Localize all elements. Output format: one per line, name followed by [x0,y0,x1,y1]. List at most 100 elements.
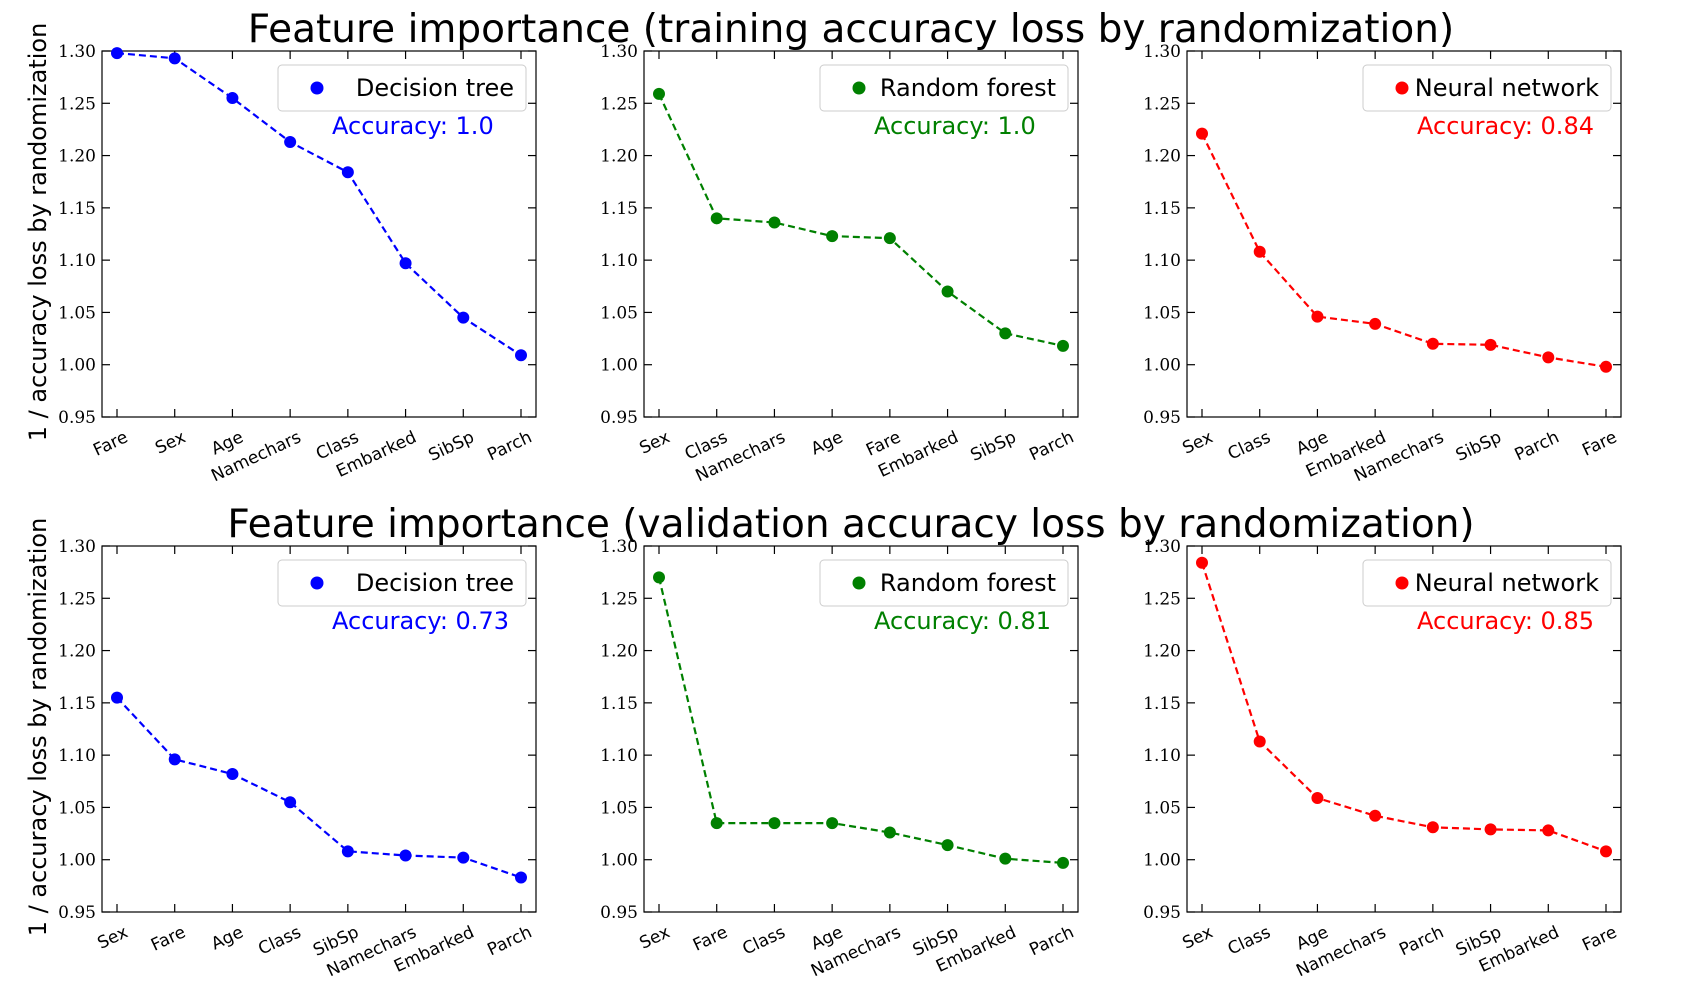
data-point-class [341,166,354,179]
data-point-namechars [1426,337,1439,350]
legend-label: Neural network [1415,569,1599,597]
accuracy-annotation: Accuracy: 0.85 [1417,607,1594,635]
data-point-embarked [1542,824,1555,837]
x-tick-label-age: Age [808,427,846,459]
data-point-fare [1600,360,1612,373]
y-tick-label: 1.00 [600,356,638,376]
data-point-namechars [883,826,896,839]
y-tick-label: 1.20 [58,642,96,662]
y-tick-label: 1.15 [58,694,96,714]
y-axis-label-bottom: 1 / accuracy loss by randomization [24,518,52,937]
legend-box [819,559,1069,607]
y-tick-label: 1.30 [1143,537,1181,557]
x-tick-label-parch: Parch [484,922,535,960]
legend-marker [310,576,324,590]
accuracy-annotation: Accuracy: 1.0 [332,112,494,140]
y-tick-label: 1.20 [1143,642,1181,662]
data-point-class [710,212,723,225]
data-point-sibsp [341,845,354,858]
panel-training-decision-tree: 0.95 1.00 1.05 1.10 1.15 1.20 1.25 1.30 Fare Sex A… [58,42,537,486]
data-point-class [284,796,297,809]
x-tick-label-fare: Fare [1579,427,1620,460]
legend-box [277,559,527,607]
x-tick-label-fare: Fare [1579,922,1620,955]
series-line-decision-tree [116,52,522,357]
legend-marker [852,576,866,590]
data-point-sibsp [1484,823,1497,836]
y-tick-label: 0.95 [1143,903,1181,923]
data-point-age [226,767,239,780]
series-line-decision-tree [116,696,522,879]
legend-box [1362,559,1612,607]
accuracy-annotation: Accuracy: 0.81 [874,607,1051,635]
series-line-neural-network [1201,133,1607,368]
legend-marker [310,81,324,95]
data-point-age [1311,310,1324,323]
y-tick-label: 1.30 [1143,42,1181,62]
data-point-embarked [999,852,1012,865]
x-tick-label-sex: Sex [1180,922,1217,953]
legend-marker [1395,576,1409,590]
x-tick-label-fare: Fare [148,922,189,955]
x-tick-label-sex: Sex [637,427,674,458]
y-tick-label: 1.05 [58,798,96,818]
legend-label: Decision tree [356,569,514,597]
data-point-namechars [284,135,297,148]
x-tick-label-sibsp: SibSp [426,427,478,465]
data-point-namechars [399,849,412,862]
x-tick-label-parch: Parch [1396,922,1447,960]
data-point-sex [653,571,665,584]
data-point-fare [168,753,181,766]
legend-box [277,64,527,112]
accuracy-annotation: Accuracy: 1.0 [874,112,1036,140]
y-tick-label: 1.00 [58,851,96,871]
axes-frame [643,545,1079,913]
legend-box [819,64,1069,112]
y-tick-label: 1.30 [600,537,638,557]
x-tick-label-class: Class [255,922,304,959]
y-tick-label: 1.20 [600,147,638,167]
data-point-sex [168,52,181,65]
series-line-random-forest [657,577,1064,864]
legend-label: Random forest [880,74,1056,102]
y-tick-label: 0.95 [1143,408,1181,428]
x-tick-label-parch: Parch [484,427,535,465]
y-tick-label: 1.05 [1143,303,1181,323]
y-axis-label-top: 1 / accuracy loss by randomization [24,23,52,442]
x-tick-label-fare: Fare [90,427,131,460]
y-tick-label: 1.00 [1143,356,1181,376]
data-point-parch [1426,821,1439,834]
y-tick-label: 1.15 [58,199,96,219]
legend-marker [1395,81,1409,95]
panel-validation-random-forest: 0.95 1.00 1.05 1.10 1.15 1.20 1.25 1.30 Sex Fare C… [600,537,1079,981]
y-tick-label: 1.05 [600,798,638,818]
data-point-embarked [941,285,954,298]
y-tick-label: 1.20 [1143,147,1181,167]
x-tick-label-sex: Sex [152,427,189,458]
axes-frame [101,50,537,418]
data-point-age [826,230,839,243]
y-tick-label: 1.15 [600,199,638,219]
data-point-embarked [399,257,412,270]
data-point-embarked [1369,317,1382,330]
axes-frame [643,50,1079,418]
y-tick-label: 1.25 [600,589,638,609]
data-point-namechars [1369,809,1382,822]
data-point-sibsp [999,327,1012,340]
x-tick-label-sex: Sex [637,922,674,953]
y-tick-label: 1.10 [600,251,638,271]
y-tick-label: 1.05 [600,303,638,323]
y-tick-label: 1.05 [58,303,96,323]
y-tick-label: 1.15 [600,694,638,714]
y-tick-label: 1.25 [1143,94,1181,114]
series-line-neural-network [1200,562,1607,853]
bottom-row-title: Feature importance (validation accuracy … [227,502,1474,547]
panel-validation-decision-tree: 0.95 1.00 1.05 1.10 1.15 1.20 1.25 1.30 Sex Fare A… [58,537,537,981]
data-point-fare [883,232,896,245]
y-tick-label: 1.25 [1143,589,1181,609]
axes-frame [1186,545,1622,913]
y-tick-label: 0.95 [600,408,638,428]
data-point-age [226,92,239,105]
data-point-sex [1196,127,1208,140]
